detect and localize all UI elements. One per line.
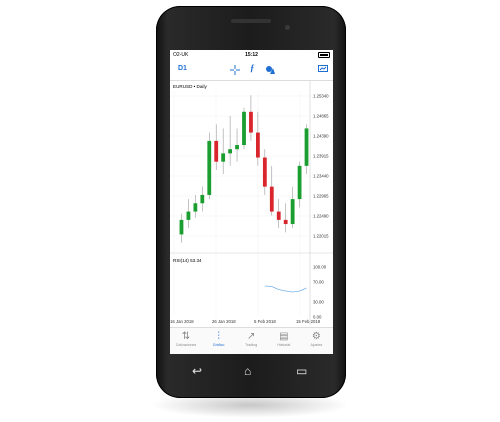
date-label: 5 Feb 2018 <box>254 319 276 324</box>
rsi-tick-label: 0.00 <box>313 315 322 320</box>
price-tick-label: 1.23440 <box>313 174 329 179</box>
price-tick-label: 1.23915 <box>313 154 329 159</box>
bull-candle <box>221 153 226 162</box>
chart-icon: ⫶ <box>217 331 220 342</box>
chart-toolbar: D1 ƒ <box>170 62 333 81</box>
rsi-tick-label: 70.00 <box>313 280 324 285</box>
nav-item-label: Ajustes <box>310 343 323 347</box>
bear-candle <box>262 157 267 187</box>
bear-candle <box>269 186 274 212</box>
bull-candle <box>186 211 191 220</box>
rsi-line <box>264 285 307 293</box>
price-tick-label: 1.24865 <box>313 114 329 119</box>
price-tick-label: 1.22490 <box>313 214 329 219</box>
bull-candle <box>242 111 246 146</box>
nav-item-chart[interactable]: ⫶ Gráfico <box>203 330 235 347</box>
bear-candle <box>276 211 281 220</box>
indicators-icon[interactable]: ƒ <box>250 63 255 73</box>
front-camera <box>285 25 290 30</box>
carrier-label: O2-UK <box>173 52 189 58</box>
crosshair-icon[interactable] <box>230 65 240 77</box>
date-label: 15 Feb 2018 <box>296 319 321 324</box>
trading-icon: ↗ <box>246 331 256 342</box>
nav-item-label: Trading <box>245 343 258 347</box>
phone-screen: O2-UK 15:12 D1 ƒ 1.25340 1.24865 1.24390 1.… <box>170 50 333 354</box>
nav-item-history[interactable]: ▤ Historial <box>268 330 300 347</box>
price-chart[interactable]: 1.25340 1.24865 1.24390 1.23915 1.23440 1.229… <box>170 81 333 325</box>
bull-candle <box>304 128 309 166</box>
price-tick-label: 1.22015 <box>313 234 329 239</box>
bull-candle <box>297 165 302 200</box>
trade-icon[interactable] <box>318 65 328 76</box>
bear-candle <box>249 111 253 133</box>
menu-icon[interactable]: ▭ <box>296 364 308 378</box>
history-icon: ▤ <box>279 331 289 342</box>
bottom-navigation: ⇅ Cotizaciones ⫶ Gráfico ↗ Trading ▤ Historial ⚙… <box>170 327 333 354</box>
rsi-label: RSI(14) 53.34 <box>173 258 202 263</box>
nav-item-trading[interactable]: ↗ Trading <box>235 330 267 347</box>
status-bar: O2-UK 15:12 <box>170 50 333 60</box>
price-tick-label: 1.25340 <box>313 94 329 99</box>
bull-candle <box>207 140 212 195</box>
bull-candle <box>193 203 198 212</box>
back-icon[interactable]: ↩ <box>192 364 203 378</box>
bull-candle <box>290 199 295 225</box>
bull-candle <box>235 145 239 150</box>
nav-item-label: Cotizaciones <box>175 343 197 347</box>
date-label: 26 Jan 2018 <box>212 319 236 324</box>
price-tick-label: 1.22965 <box>313 194 329 199</box>
bear-candle <box>255 132 260 158</box>
nav-item-settings[interactable]: ⚙ Ajustes <box>300 330 332 347</box>
phone-device: O2-UK 15:12 D1 ƒ 1.25340 1.24865 1.24390 1.… <box>156 6 346 398</box>
bear-candle <box>283 219 288 225</box>
earpiece-speaker <box>231 19 271 23</box>
clock-label: 15:12 <box>245 52 258 58</box>
bear-candle <box>214 140 219 162</box>
date-label: 16 Jan 2018 <box>170 319 194 324</box>
nav-item-label: Gráfico <box>212 343 225 347</box>
nav-item-label: Historial <box>277 343 291 347</box>
rsi-tick-label: 30.00 <box>313 300 324 305</box>
price-tick-label: 1.24390 <box>313 134 329 139</box>
quotes-icon: ⇅ <box>181 331 191 342</box>
symbol-label: EURUSD • Daily <box>173 84 207 89</box>
timeframe-button[interactable]: D1 <box>178 65 187 72</box>
chart-area[interactable]: 1.25340 1.24865 1.24390 1.23915 1.23440 1.229… <box>170 81 333 325</box>
bull-candle <box>228 149 233 154</box>
objects-icon[interactable] <box>265 65 276 77</box>
nav-item-quotes[interactable]: ⇅ Cotizaciones <box>170 330 202 347</box>
settings-icon: ⚙ <box>311 331 321 342</box>
bull-candle <box>200 194 205 204</box>
home-icon[interactable]: ⌂ <box>244 364 252 378</box>
battery-icon <box>318 52 330 58</box>
rsi-tick-label: 100.00 <box>313 265 327 270</box>
bull-candle <box>179 219 184 235</box>
